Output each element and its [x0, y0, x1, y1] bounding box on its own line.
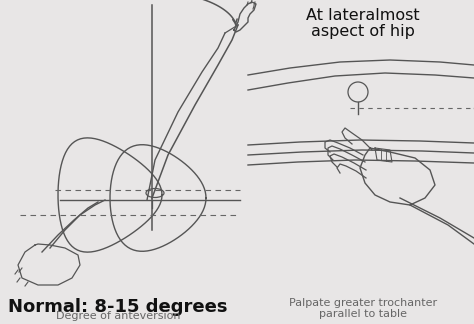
Text: parallel to table: parallel to table: [319, 309, 407, 319]
Text: Normal: 8-15 degrees: Normal: 8-15 degrees: [8, 298, 228, 316]
Text: aspect of hip: aspect of hip: [311, 24, 415, 39]
Text: At lateralmost: At lateralmost: [306, 8, 420, 23]
Text: Palpate greater trochanter: Palpate greater trochanter: [289, 298, 437, 308]
Text: Degree of anteversion: Degree of anteversion: [56, 311, 180, 321]
